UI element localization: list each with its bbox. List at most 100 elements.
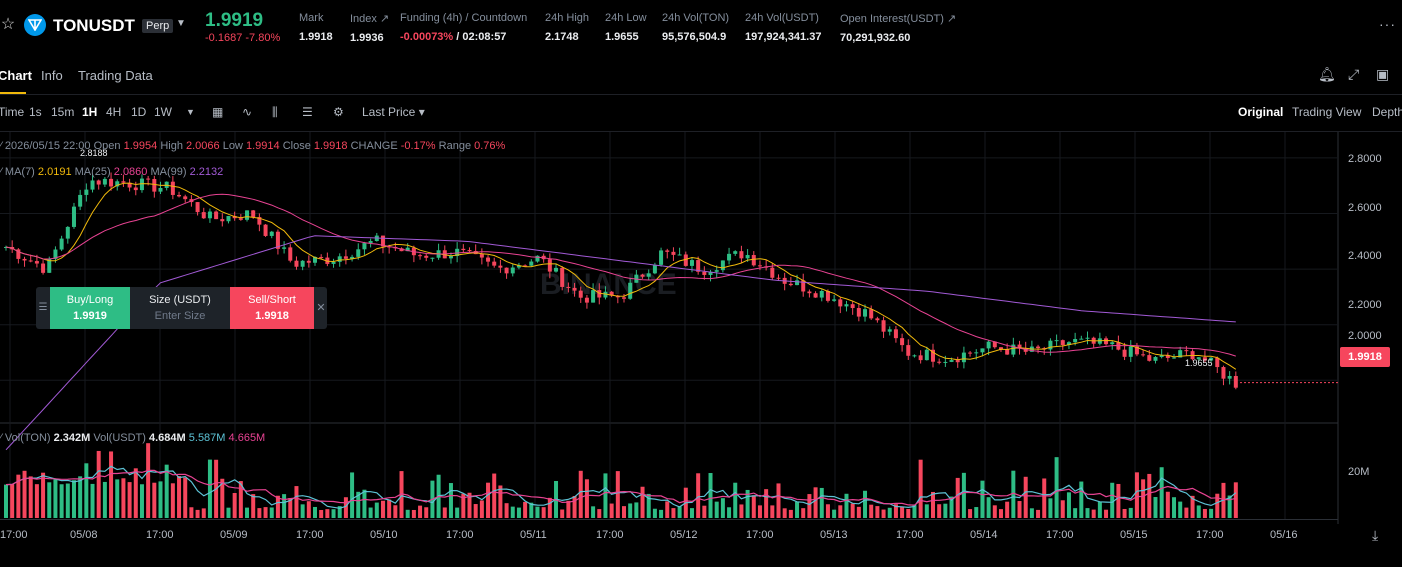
- volume-bar: [1215, 493, 1220, 518]
- volume-bar: [541, 507, 546, 518]
- sell-short-button[interactable]: Sell/Short 1.9918: [230, 287, 314, 329]
- stat-funding[interactable]: Funding (4h) / Countdown -0.00073% / 02:…: [400, 12, 527, 43]
- candle-body: [362, 243, 367, 250]
- volume-bar: [356, 491, 361, 518]
- drag-handle-icon[interactable]: ☰: [38, 302, 48, 313]
- fullscreen-icon[interactable]: ⤢: [1348, 66, 1360, 82]
- candle-body: [893, 329, 898, 339]
- favorite-star-icon[interactable]: ☆: [0, 16, 16, 33]
- volume-bar: [1233, 482, 1238, 518]
- bell-icon[interactable]: 🔔︎: [1318, 66, 1336, 82]
- candle-body: [1233, 376, 1238, 388]
- view-depth[interactable]: Depth: [1372, 105, 1402, 119]
- symbol-dropdown-icon[interactable]: ▼: [176, 18, 186, 29]
- volume-bar: [1097, 501, 1102, 518]
- interval-1d[interactable]: 1D: [131, 105, 147, 119]
- volume-bar: [1202, 508, 1207, 518]
- candle-body: [560, 267, 565, 287]
- volume-bar: [714, 501, 719, 518]
- candle-body: [918, 355, 923, 361]
- volume-bar: [121, 478, 126, 518]
- volume-bar: [418, 505, 423, 518]
- time-axis-label: 05/10: [370, 529, 398, 541]
- stat-24h-vol-usdt: 24h Vol(USDT) 197,924,341.37: [745, 12, 821, 43]
- candle-body: [90, 180, 95, 190]
- candle-body: [1036, 346, 1041, 349]
- price-type-select[interactable]: Last Price ▾: [362, 105, 425, 119]
- size-placeholder[interactable]: Enter Size: [154, 310, 206, 322]
- interval-1h[interactable]: 1H: [82, 105, 98, 119]
- time-axis-label: 05/15: [1120, 529, 1148, 541]
- candle-body: [1134, 346, 1139, 355]
- volume-bar: [374, 502, 379, 518]
- symbol-name[interactable]: TONUSDT: [53, 16, 135, 35]
- buy-long-button[interactable]: Buy/Long 1.9919: [50, 287, 130, 329]
- candlestick-chart[interactable]: BINANCE: [0, 132, 1402, 524]
- volume-bar: [257, 508, 262, 518]
- tab-trading-data[interactable]: Trading Data: [78, 68, 153, 83]
- candle-body: [720, 260, 725, 271]
- time-axis-label: 17:00: [896, 529, 924, 541]
- volume-bar: [350, 472, 355, 518]
- divider: [0, 131, 1402, 132]
- view-original[interactable]: Original: [1238, 105, 1284, 119]
- interval-time[interactable]: Time: [0, 105, 25, 119]
- volume-bar: [850, 503, 855, 518]
- candle-body: [683, 254, 688, 266]
- interval-15m[interactable]: 15m: [51, 105, 75, 119]
- volume-bar: [325, 509, 330, 518]
- settings-sliders-icon[interactable]: ☰: [302, 105, 313, 119]
- stat-label: 24h Vol(TON): [662, 12, 730, 24]
- ohlc-range: 0.76%: [474, 140, 506, 152]
- candle-body: [1104, 338, 1109, 345]
- volume-bar: [764, 489, 769, 518]
- volume-bar: [1122, 508, 1127, 518]
- calendar-icon[interactable]: ▦: [212, 105, 224, 119]
- indicator-icon[interactable]: ∿: [242, 105, 253, 119]
- expand-vertical-icon[interactable]: ⤓: [1372, 527, 1379, 543]
- interval-1s[interactable]: 1s: [29, 105, 42, 119]
- volume-bar: [992, 505, 997, 518]
- volume-bar: [689, 508, 694, 518]
- volume-bar: [90, 483, 95, 518]
- time-axis-label: 05/11: [520, 529, 547, 541]
- volume-bar: [1079, 481, 1084, 518]
- interval-4h[interactable]: 4H: [106, 105, 122, 119]
- interval-1w[interactable]: 1W: [154, 105, 172, 119]
- stat-value: -0.00073% / 02:08:57: [400, 31, 507, 43]
- volume-bar: [195, 509, 200, 518]
- candle-body: [257, 217, 262, 225]
- stat-index[interactable]: Index ↗ 1.9936: [350, 12, 389, 44]
- stat-open-interest[interactable]: Open Interest(USDT) ↗ 70,291,932.60: [840, 12, 956, 44]
- volume-bar: [455, 507, 460, 518]
- candle-body: [968, 352, 973, 354]
- volume-bar: [628, 503, 633, 518]
- close-icon[interactable]: ✕: [316, 302, 326, 314]
- volume-bar: [702, 505, 707, 518]
- candle-body: [146, 178, 151, 180]
- layout-grid-icon[interactable]: ▣: [1376, 66, 1390, 82]
- interval-dropdown-icon[interactable]: ▼: [186, 107, 195, 117]
- last-price: 1.9919: [205, 10, 264, 31]
- chart-settings-icon[interactable]: ⚙: [333, 105, 344, 119]
- candle-body: [424, 255, 429, 258]
- tab-chart[interactable]: Chart: [0, 68, 32, 83]
- volume-bar: [319, 509, 324, 518]
- volume-bar: [387, 499, 392, 518]
- volume-bar: [776, 483, 781, 518]
- volume-bar: [652, 508, 657, 518]
- candle-body: [1048, 340, 1053, 350]
- volume-bar: [986, 497, 991, 518]
- candle-body: [251, 210, 256, 218]
- candle-body: [702, 271, 707, 275]
- size-input[interactable]: Size (USDT) Enter Size: [130, 287, 230, 329]
- volume-bar: [158, 481, 163, 518]
- candle-type-icon[interactable]: ⫼: [272, 105, 278, 119]
- volume-bar: [177, 476, 182, 518]
- tab-info[interactable]: Info: [41, 68, 63, 83]
- candle-body: [47, 258, 52, 273]
- view-trading-view[interactable]: Trading View: [1292, 105, 1362, 119]
- volume-bar: [10, 484, 15, 518]
- more-horizontal-icon[interactable]: ···: [1379, 16, 1396, 32]
- time-axis-label: 05/08: [70, 529, 98, 541]
